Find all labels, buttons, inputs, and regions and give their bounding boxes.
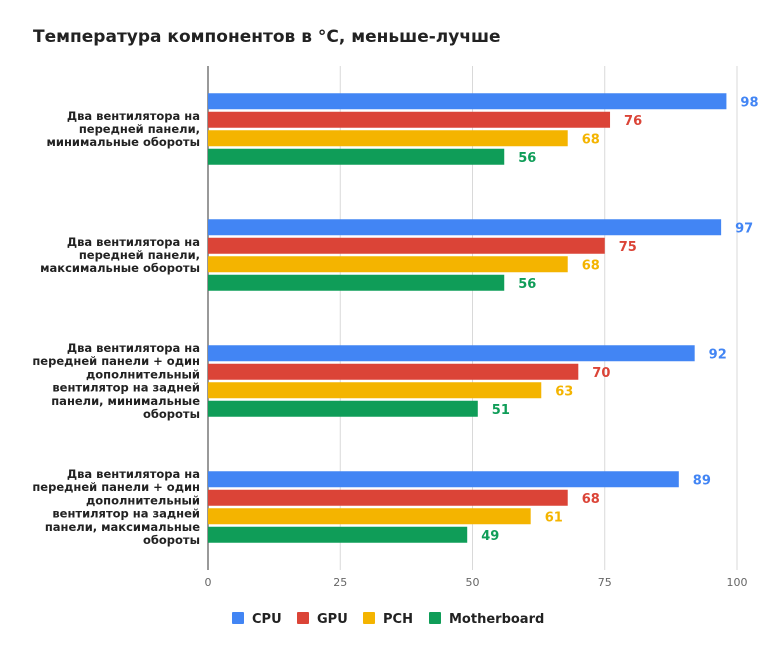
bar-gpu bbox=[208, 489, 568, 506]
data-label: 89 bbox=[693, 473, 711, 488]
x-tick-label: 50 bbox=[466, 576, 480, 589]
bar-cpu bbox=[208, 471, 679, 488]
category-label-line: Два вентилятора на bbox=[67, 109, 200, 123]
category-label-line: Два вентилятора на bbox=[67, 235, 200, 249]
data-label: 70 bbox=[592, 366, 610, 381]
bar-pch bbox=[208, 382, 542, 399]
data-label: 68 bbox=[582, 132, 600, 147]
x-tick-label: 100 bbox=[727, 576, 748, 589]
x-tick-label: 0 bbox=[205, 576, 212, 589]
category-label-line: обороты bbox=[143, 407, 200, 421]
bar-pch bbox=[208, 508, 531, 525]
bar-motherboard bbox=[208, 526, 468, 543]
category-label-line: передней панели, bbox=[79, 122, 200, 136]
data-label: 68 bbox=[582, 492, 600, 507]
category-label-line: панели, минимальные bbox=[51, 394, 200, 408]
category-label-line: передней панели + один bbox=[32, 480, 200, 494]
bar-gpu bbox=[208, 237, 605, 254]
legend-swatch-motherboard bbox=[429, 612, 441, 624]
x-tick-label: 25 bbox=[333, 576, 347, 589]
category-label: Два вентилятора на передней панели, минима… bbox=[47, 109, 201, 149]
data-label: 56 bbox=[518, 277, 536, 292]
bar-cpu bbox=[208, 345, 695, 362]
data-label: 49 bbox=[481, 529, 499, 544]
data-label: 98 bbox=[740, 95, 758, 110]
category-label-line: дополнительный bbox=[86, 493, 200, 507]
legend: CPU GPU PCH Motherboard bbox=[232, 612, 544, 627]
category-label-line: вентилятор на задней bbox=[52, 381, 200, 395]
category-label-line: обороты bbox=[143, 533, 200, 547]
category-label: Два вентилятора на передней панели, максим… bbox=[40, 235, 200, 275]
data-label: 68 bbox=[582, 258, 600, 273]
category-label-line: передней панели + один bbox=[32, 354, 200, 368]
category-label-line: передней панели, bbox=[79, 248, 200, 262]
category-label-line: вентилятор на задней bbox=[52, 507, 200, 521]
category-label-line: Два вентилятора на bbox=[67, 341, 200, 355]
legend-label-motherboard: Motherboard bbox=[449, 612, 544, 627]
legend-swatch-pch bbox=[363, 612, 375, 624]
data-label: 61 bbox=[545, 510, 563, 525]
bar-cpu bbox=[208, 93, 727, 110]
legend-label-pch: PCH bbox=[383, 612, 413, 627]
category-labels: Два вентилятора на передней панели, минима… bbox=[32, 109, 200, 547]
legend-label-gpu: GPU bbox=[317, 612, 348, 627]
bar-cpu bbox=[208, 219, 722, 236]
data-label: 75 bbox=[619, 240, 637, 255]
category-label-line: минимальные обороты bbox=[47, 135, 201, 149]
bar-motherboard bbox=[208, 148, 505, 165]
category-label-line: максимальные обороты bbox=[40, 261, 200, 275]
category-label-line: дополнительный bbox=[86, 367, 200, 381]
legend-swatch-gpu bbox=[297, 612, 309, 624]
data-label: 76 bbox=[624, 114, 642, 129]
category-label-line: Два вентилятора на bbox=[67, 467, 200, 481]
bar-gpu bbox=[208, 111, 611, 128]
data-label: 56 bbox=[518, 151, 536, 166]
data-label: 63 bbox=[555, 384, 573, 399]
bar-pch bbox=[208, 256, 568, 273]
data-label: 97 bbox=[735, 221, 753, 236]
data-label: 51 bbox=[492, 403, 510, 418]
data-label: 92 bbox=[709, 347, 727, 362]
category-label: Два вентилятора на передней панели + один… bbox=[32, 341, 200, 421]
legend-swatch-cpu bbox=[232, 612, 244, 624]
bar-pch bbox=[208, 130, 568, 147]
bar-gpu bbox=[208, 363, 579, 380]
x-tick-labels: 0 25 50 75 100 bbox=[205, 576, 748, 589]
bar-motherboard bbox=[208, 400, 478, 417]
bar-motherboard bbox=[208, 274, 505, 291]
chart-title: Температура компонентов в °C, меньше-луч… bbox=[33, 27, 501, 47]
x-tick-label: 75 bbox=[598, 576, 612, 589]
category-label-line: панели, максимальные bbox=[45, 520, 200, 534]
bars: 98 76 68 56 97 75 68 56 92 70 63 51 89 68 61 49 bbox=[208, 93, 759, 544]
category-label: Два вентилятора на передней панели + один… bbox=[32, 467, 200, 547]
legend-label-cpu: CPU bbox=[252, 612, 282, 627]
